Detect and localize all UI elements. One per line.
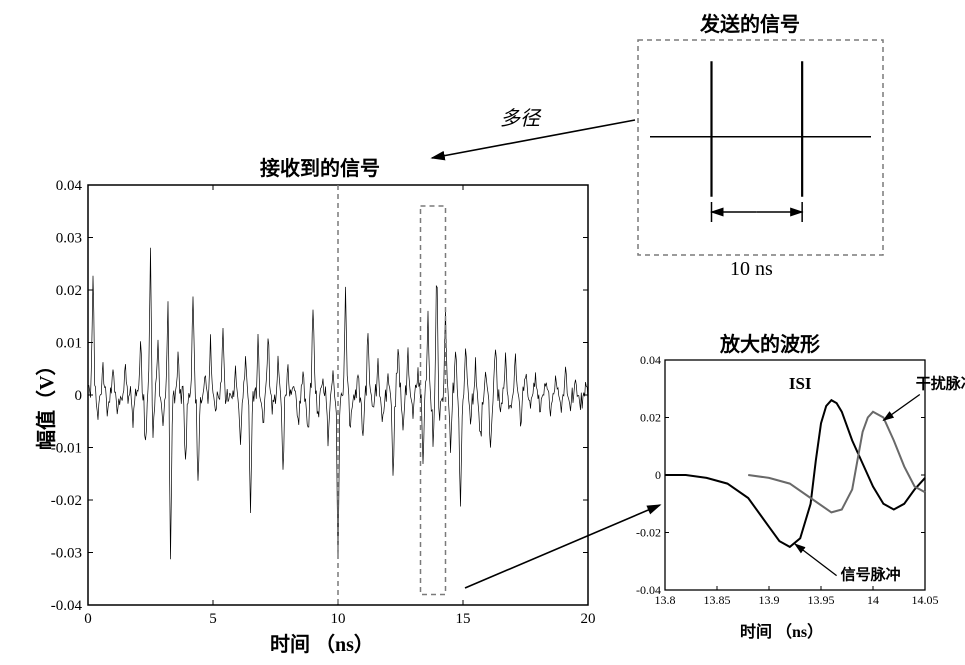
connector-arrows — [0, 0, 965, 665]
multipath-label: 多径 — [500, 102, 540, 131]
figure-container: 发送的信号 接收到的信号 放大的波形 -0.04-0.03-0.02-0.010… — [0, 0, 965, 665]
